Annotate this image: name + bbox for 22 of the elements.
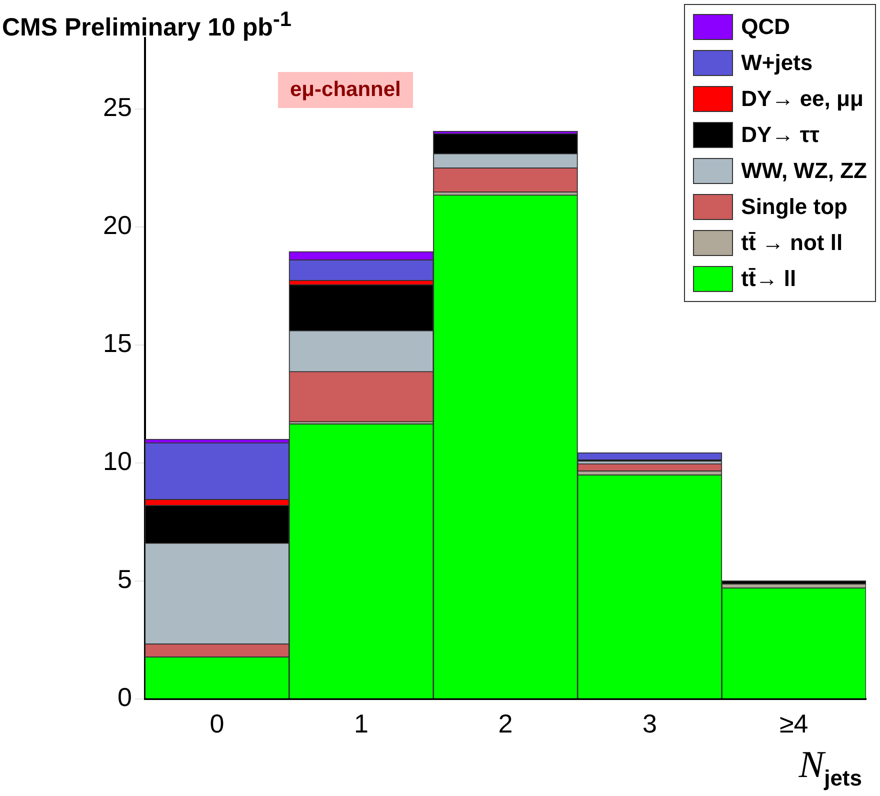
x-tick-label: 0 bbox=[210, 708, 224, 739]
x-axis-title: N$_{jets}$ bbox=[798, 743, 862, 792]
legend-label: tt̄ → not ll bbox=[741, 230, 843, 256]
x-tick-label: 3 bbox=[642, 708, 657, 739]
x-tick-label: 1 bbox=[354, 708, 368, 739]
legend-label: WW, WZ, ZZ bbox=[741, 158, 867, 184]
x-tick-label: 2 bbox=[498, 708, 513, 739]
x-tick-label: ≥4 bbox=[780, 708, 808, 739]
y-tick-label: 15 bbox=[103, 328, 132, 358]
legend-label: DY→ ττ bbox=[741, 122, 820, 148]
y-tick-label: 10 bbox=[103, 446, 132, 476]
chart-title: CMS Preliminary 10 pb$^{-1}$ bbox=[2, 8, 292, 42]
legend-label: W+jets bbox=[741, 50, 813, 76]
y-tick-label: 0 bbox=[117, 682, 132, 712]
y-tick-label: 20 bbox=[103, 210, 132, 240]
annotation: eμ-channel bbox=[278, 72, 413, 108]
legend-label: QCD bbox=[741, 14, 790, 40]
y-tick-label: 25 bbox=[103, 92, 132, 122]
y-tick-label: 5 bbox=[117, 564, 132, 594]
legend-label: Single top bbox=[741, 194, 848, 220]
legend-label: DY→ ee, μμ bbox=[741, 86, 864, 112]
legend-label: tt̄→ ll bbox=[741, 266, 796, 292]
